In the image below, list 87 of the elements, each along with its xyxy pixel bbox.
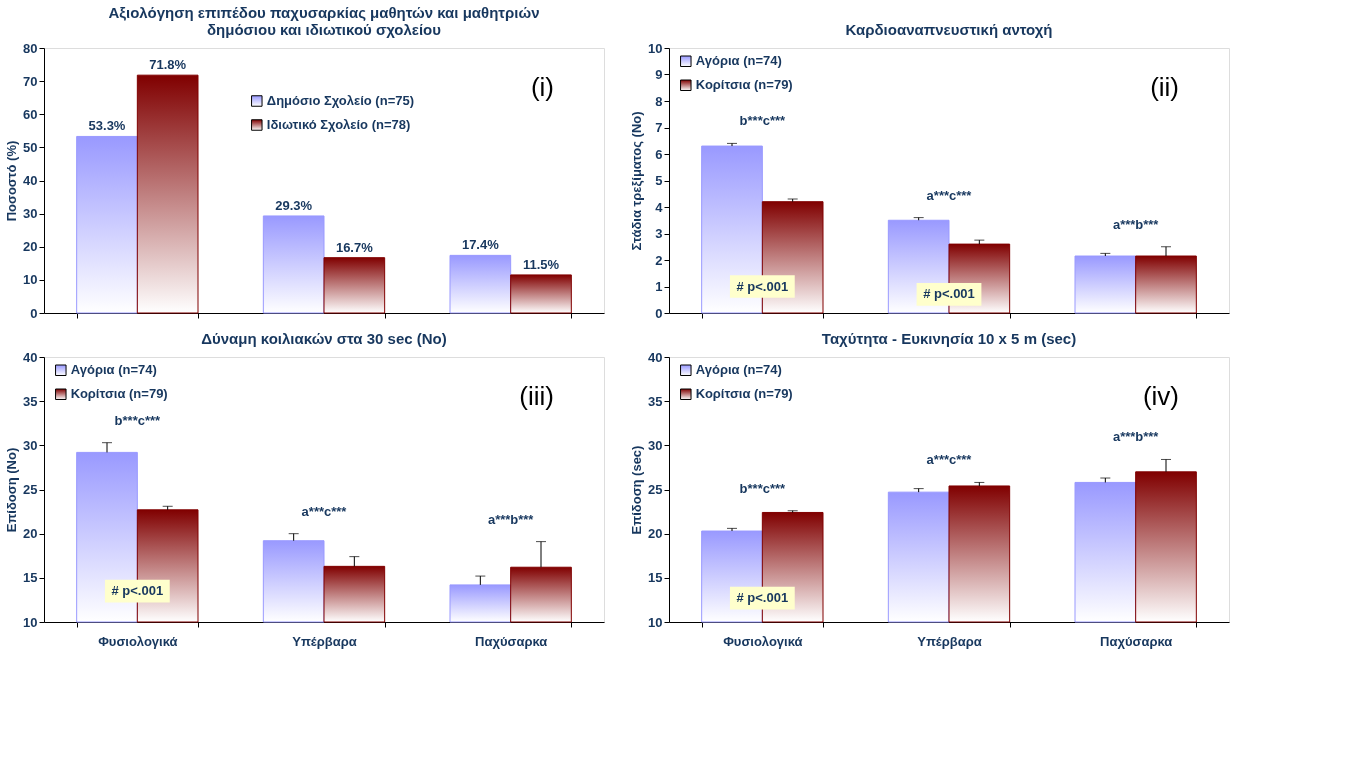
- x-tick-label: Παχύσαρκα: [475, 633, 548, 649]
- chart-title: Δύναμη κοιλιακών στα 30 sec (No): [201, 330, 447, 347]
- data-label: 71.8%: [149, 57, 187, 73]
- chart-title: Ταχύτητα - Ευκινησία 10 x 5 m (sec): [821, 330, 1077, 347]
- y-tick-label: 7: [655, 120, 663, 135]
- annotation: (i): [530, 72, 554, 102]
- annotation: a***b***: [1112, 429, 1160, 445]
- y-tick-label: 6: [655, 146, 663, 162]
- x-tick-label: Υπέρβαρα: [292, 633, 357, 649]
- y-tick-label: 0: [30, 305, 38, 321]
- y-tick-label: 60: [23, 106, 38, 122]
- y-axis-title: Ποσοστό (%): [4, 140, 20, 222]
- bar: [262, 215, 325, 314]
- y-tick-label: 10: [23, 272, 38, 288]
- legend-label: Κορίτσια (n=79): [70, 386, 168, 402]
- y-axis-title: Επίδοση (No): [4, 447, 20, 533]
- bar: [1074, 255, 1137, 314]
- bar: [510, 274, 572, 314]
- annotation: a***b***: [487, 511, 535, 527]
- x-tick-label: Παχύσαρκα: [1100, 633, 1173, 649]
- y-tick-label: 50: [23, 139, 38, 155]
- annotation: # p<.001: [923, 286, 975, 302]
- y-tick-label: 4: [655, 199, 664, 215]
- y-tick-label: 10: [648, 40, 663, 56]
- legend-label: Αγόρια (n=74): [70, 362, 157, 378]
- y-tick-label: 2: [655, 252, 663, 268]
- annotation: b***c***: [739, 480, 787, 496]
- data-label: 11.5%: [522, 256, 560, 272]
- y-tick-label: 8: [655, 93, 663, 109]
- legend-label: Ιδιωτικό Σχολείο (n=78): [266, 117, 411, 132]
- y-tick-label: 30: [23, 437, 38, 453]
- bar: [136, 74, 199, 314]
- y-tick-label: 5: [655, 173, 663, 188]
- annotation: a***c***: [926, 187, 973, 203]
- y-tick-label: 25: [23, 482, 38, 497]
- y-tick-label: 30: [648, 437, 663, 453]
- legend-label: Κορίτσια (n=79): [695, 386, 793, 402]
- annotation: (ii): [1150, 72, 1179, 102]
- annotation: a***c***: [926, 452, 973, 468]
- annotation: b***c***: [114, 412, 162, 428]
- y-tick-label: 3: [655, 226, 663, 241]
- x-tick-label: Υπέρβαρα: [917, 633, 982, 649]
- y-tick-label: 30: [23, 206, 38, 222]
- annotation: (iv): [1142, 381, 1179, 411]
- y-tick-label: 70: [23, 73, 38, 89]
- chart-title: Αξιολόγηση επιπέδου παχυσαρκίας μαθητών και μαθητριών δημόσιου και ιδιωτικού σχολείου: [108, 4, 540, 38]
- annotation: # p<.001: [736, 278, 789, 294]
- bar: [449, 254, 512, 314]
- annotation: # p<.001: [111, 583, 164, 599]
- y-axis-title: Επίδοση (sec): [629, 445, 645, 535]
- data-label: 16.7%: [335, 239, 374, 255]
- y-tick-label: 40: [23, 349, 38, 365]
- data-label: 53.3%: [88, 118, 126, 134]
- annotation: (iii): [519, 381, 554, 411]
- y-tick-label: 35: [648, 393, 663, 409]
- y-tick-label: 25: [648, 482, 663, 497]
- data-label: 17.4%: [461, 237, 500, 253]
- data-label: 29.3%: [275, 197, 313, 213]
- y-tick-label: 20: [23, 239, 38, 255]
- y-tick-label: 9: [655, 67, 663, 82]
- bar: [1135, 255, 1197, 314]
- x-tick-label: Φυσιολογικά: [98, 633, 178, 649]
- y-tick-label: 0: [655, 305, 663, 321]
- legend-label: Δημόσιο Σχολείο (n=75): [266, 93, 415, 108]
- legend-label: Αγόρια (n=74): [695, 362, 782, 378]
- y-tick-label: 10: [23, 614, 38, 630]
- y-tick-label: 15: [23, 570, 38, 586]
- annotation: # p<.001: [736, 590, 789, 606]
- y-tick-label: 20: [648, 526, 663, 542]
- legend-label: Αγόρια (n=74): [695, 53, 782, 69]
- y-tick-label: 10: [648, 614, 663, 630]
- y-tick-label: 40: [648, 349, 663, 365]
- annotation: a***b***: [1112, 216, 1160, 232]
- y-tick-label: 35: [23, 393, 38, 409]
- y-tick-label: 15: [648, 570, 663, 586]
- annotation: b***c***: [739, 113, 787, 129]
- annotation: a***c***: [301, 503, 348, 519]
- y-tick-label: 1: [655, 279, 663, 294]
- legend-label: Κορίτσια (n=79): [695, 77, 793, 93]
- y-tick-label: 80: [23, 40, 38, 56]
- y-tick-label: 20: [23, 526, 38, 542]
- y-tick-label: 40: [23, 173, 38, 188]
- bar: [76, 135, 138, 314]
- x-tick-label: Φυσιολογικά: [723, 633, 803, 649]
- y-axis-title: Στάδια τρεξίματος (No): [629, 111, 645, 251]
- bar: [323, 257, 386, 314]
- chart-title: Καρδιοαναπνευστική αντοχή: [845, 21, 1053, 38]
